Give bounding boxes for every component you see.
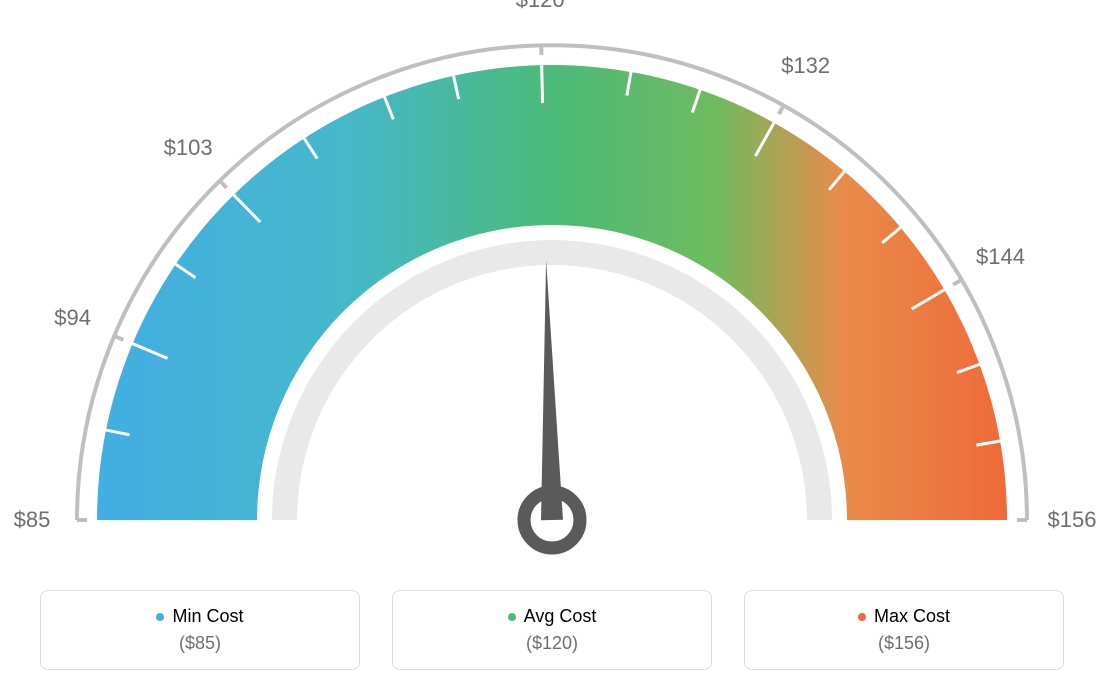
gauge-tick-label: $103: [164, 135, 213, 161]
legend-label-min: Min Cost: [172, 606, 243, 627]
scale-nub: [953, 280, 962, 285]
legend-title-avg: Avg Cost: [508, 606, 597, 627]
gauge-tick-label: $120: [516, 0, 565, 13]
legend-dot-max: [858, 613, 866, 621]
legend-card-min: Min Cost ($85): [40, 590, 360, 670]
legend-title-min: Min Cost: [156, 606, 243, 627]
legend-card-max: Max Cost ($156): [744, 590, 1064, 670]
arc-tick: [542, 65, 543, 103]
gauge-tick-label: $132: [781, 53, 830, 79]
legend-value-min: ($85): [179, 633, 221, 654]
legend-label-max: Max Cost: [874, 606, 950, 627]
legend-value-max: ($156): [878, 633, 930, 654]
gauge-container: $85 $94 $103 $120 $132 $144 $156: [0, 0, 1104, 560]
scale-nub: [114, 336, 123, 340]
legend-dot-avg: [508, 613, 516, 621]
legend-row: Min Cost ($85) Avg Cost ($120) Max Cost …: [40, 590, 1064, 670]
legend-label-avg: Avg Cost: [524, 606, 597, 627]
gauge-tick-label: $85: [14, 507, 51, 533]
gauge-tick-label: $144: [976, 244, 1025, 270]
gauge-svg: [0, 0, 1104, 560]
gauge-needle: [541, 260, 563, 520]
gauge-tick-label: $94: [54, 305, 91, 331]
legend-title-max: Max Cost: [858, 606, 950, 627]
legend-dot-min: [156, 613, 164, 621]
scale-nub: [220, 181, 227, 188]
legend-value-avg: ($120): [526, 633, 578, 654]
scale-nub: [779, 105, 784, 114]
gauge-tick-label: $156: [1048, 507, 1097, 533]
legend-card-avg: Avg Cost ($120): [392, 590, 712, 670]
